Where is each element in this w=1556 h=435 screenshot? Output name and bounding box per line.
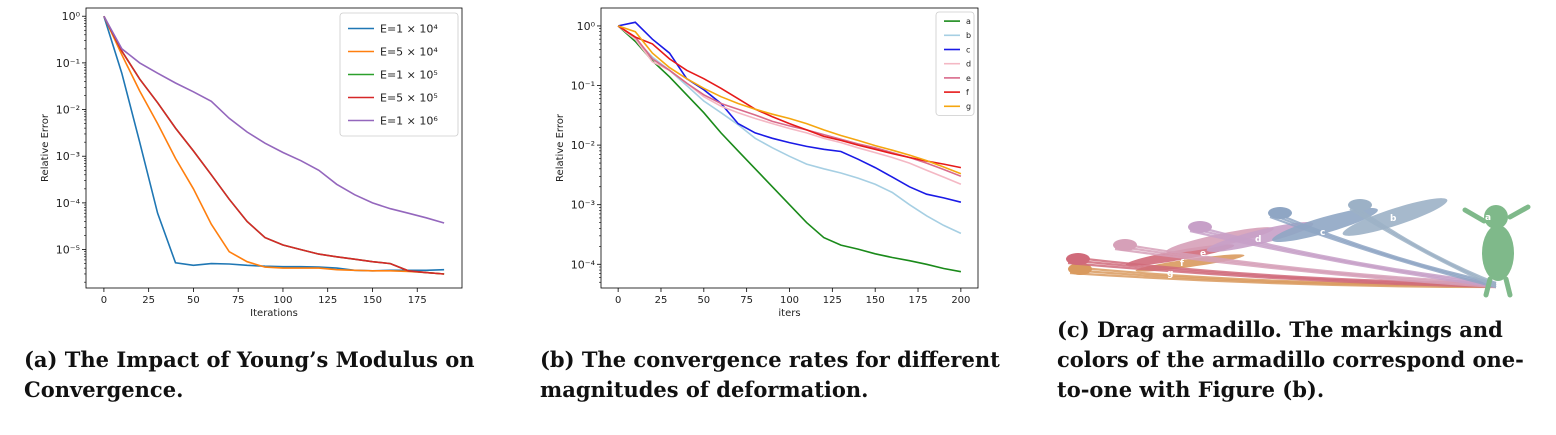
chart-a-xlabel: Iterations	[250, 308, 298, 319]
chart-a-ytick-label: 10⁻³	[56, 150, 80, 163]
chart-b-xtick-label: 75	[740, 295, 753, 306]
armadillo-limb-strand	[1269, 212, 1497, 287]
armadillo-head	[1188, 221, 1212, 233]
chart-b-legend-label: e	[966, 74, 971, 83]
chart-b-ytick-label: 10⁻¹	[571, 80, 595, 93]
armadillo-limb-strand	[1114, 247, 1497, 289]
chart-b-xtick-label: 100	[780, 295, 799, 306]
chart-a-xtick-label: 125	[318, 295, 337, 306]
chart-a-legend-label: E=1 × 10⁵	[380, 68, 438, 81]
armadillo-limb-strand	[1069, 271, 1497, 289]
caption-c: (c) Drag armadillo. The markings and col…	[1057, 317, 1524, 402]
armadillo-limb-strand	[1189, 226, 1497, 287]
chart-b-xtick-label: 50	[697, 295, 710, 306]
chart-b-xtick-label: 0	[615, 295, 621, 306]
armadillo-illustration: a b c d e fg	[1066, 198, 1531, 298]
chart-b-series-line-2	[617, 21, 962, 203]
chart-b-series-line-0	[617, 25, 962, 273]
armadillo-limb-strand	[1349, 202, 1497, 285]
armadillo-head	[1113, 239, 1137, 251]
chart-b-xtick-label: 125	[823, 295, 842, 306]
chart-a-xtick-label: 100	[273, 295, 292, 306]
armadillo-a-head	[1484, 205, 1508, 229]
chart-young-modulus: 10⁰ 10⁻¹ 10⁻² 10⁻³ 10⁻⁴ 10⁻⁵ 0 25 50 75 100 125 150 1…	[0, 0, 520, 330]
armadillo-marker-g: g	[1167, 269, 1173, 279]
armadillo-marker-a: a	[1485, 213, 1491, 223]
armadillo-body	[1342, 198, 1448, 236]
chart-b-ylabel: Relative Error	[555, 113, 566, 182]
armadillo-marker-b: b	[1390, 214, 1397, 224]
caption-b: (b) The convergence rates for different …	[540, 347, 1000, 402]
chart-a-xtick-label: 150	[363, 295, 382, 306]
armadillo-limb-strand	[1349, 205, 1497, 287]
chart-b-series-line-5	[617, 25, 962, 169]
armadillo-body	[1272, 208, 1378, 242]
chart-a-legend-label: E=1 × 10⁶	[380, 114, 438, 127]
chart-b-xtick-label: 200	[951, 295, 970, 306]
armadillo-marker-e: e	[1200, 249, 1206, 259]
chart-a-ytick-label: 10⁻⁴	[56, 197, 81, 210]
chart-a-ylabel: Relative Error	[40, 113, 51, 182]
chart-a-ytick-label: 10⁻⁵	[56, 244, 80, 257]
chart-b-ytick-label: 10⁻⁴	[571, 258, 596, 271]
chart-a-xtick-label: 50	[187, 295, 200, 306]
chart-a-xtick-label: 175	[408, 295, 427, 306]
chart-b-legend-label: c	[966, 45, 970, 54]
chart-a-series-line-1	[103, 15, 445, 275]
chart-b-xtick-label: 150	[866, 295, 885, 306]
armadillo-head	[1268, 207, 1292, 219]
armadillo-limb-strand	[1269, 209, 1497, 285]
chart-a-ytick-label: 10⁰	[62, 10, 81, 23]
chart-b-legend-label: g	[966, 102, 971, 111]
chart-b-ytick-label: 10⁰	[577, 20, 596, 33]
chart-b-xtick-label: 25	[655, 295, 668, 306]
chart-a-legend-label: E=5 × 10⁵	[380, 91, 438, 104]
armadillo-marker-d: d	[1255, 235, 1261, 245]
chart-b-svg: 10⁰ 10⁻¹ 10⁻² 10⁻³ 10⁻⁴ 0 25 50 75 100 125 150 175 20…	[555, 7, 979, 319]
chart-b-series-line-6	[617, 25, 962, 175]
chart-a-ytick-label: 10⁻²	[56, 104, 80, 117]
armadillo-head	[1066, 253, 1090, 265]
chart-a-series-line-4	[103, 15, 445, 224]
chart-a-legend-box	[339, 12, 459, 137]
chart-b-legend-label: a	[966, 17, 971, 26]
chart-b-xlabel: iters	[778, 308, 800, 319]
armadillo-a-body	[1482, 225, 1514, 281]
chart-b-legend-label: b	[966, 31, 971, 40]
chart-a-series-line-3	[103, 15, 445, 275]
armadillo-head	[1348, 199, 1372, 211]
armadillo-marker-c: c	[1320, 228, 1325, 238]
chart-b-plot-frame	[600, 7, 979, 289]
chart-b-legend-label: d	[966, 60, 971, 69]
armadillo-a-limbs	[1462, 204, 1531, 298]
chart-b-ytick-label: 10⁻²	[571, 139, 595, 152]
armadillo-limb-strand	[1114, 244, 1497, 287]
chart-a-legend-label: E=1 × 10⁴	[380, 22, 438, 35]
chart-deformation-convergence: 10⁰ 10⁻¹ 10⁻² 10⁻³ 10⁻⁴ 0 25 50 75 100 125 150 175 20…	[520, 0, 1050, 330]
chart-b-xtick-label: 175	[908, 295, 927, 306]
chart-a-xtick-label: 0	[101, 295, 107, 306]
chart-a-svg: 10⁰ 10⁻¹ 10⁻² 10⁻³ 10⁻⁴ 10⁻⁵ 0 25 50 75 100 125 150 1…	[40, 7, 463, 319]
caption-a: (a) The Impact of Young’s Modulus on Con…	[24, 347, 475, 402]
armadillo-limb-strand	[1067, 261, 1497, 289]
armadillo-body	[1206, 222, 1314, 252]
chart-a-ytick-label: 10⁻¹	[56, 57, 80, 70]
chart-b-ytick-label: 10⁻³	[571, 199, 595, 212]
armadillo-head	[1068, 263, 1092, 275]
armadillo-limb-strand	[1189, 223, 1497, 285]
chart-b-legend-label: f	[966, 88, 969, 97]
chart-a-legend-label: E=5 × 10⁴	[380, 45, 438, 58]
chart-a-xtick-label: 75	[232, 295, 245, 306]
armadillo-marker-f: f	[1180, 259, 1184, 269]
chart-a-xtick-label: 25	[142, 295, 155, 306]
